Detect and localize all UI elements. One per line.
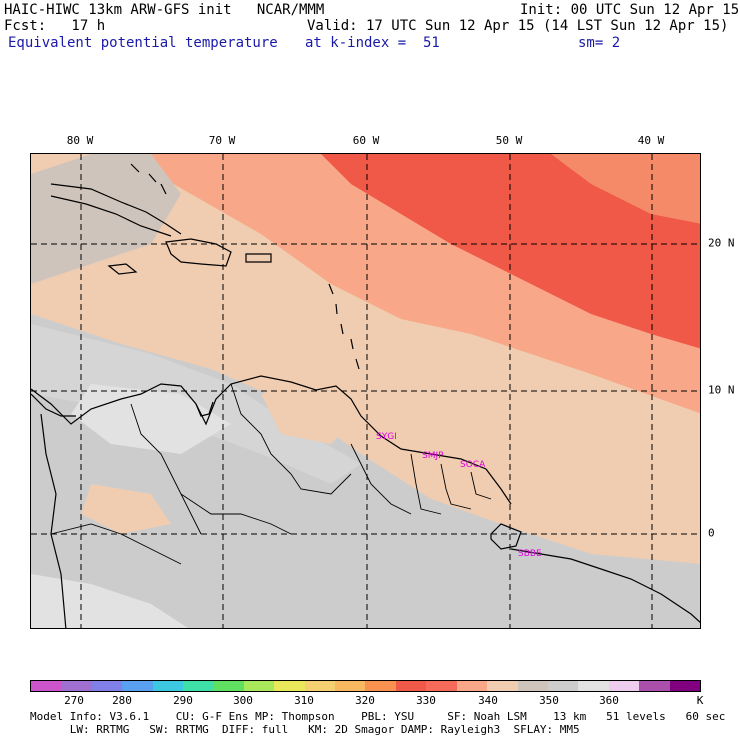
colorbar-swatch (517, 681, 548, 691)
graticule (31, 154, 700, 628)
coastlines (31, 163, 700, 628)
borders (50, 383, 492, 565)
colorbar-label-340: 340 (478, 694, 498, 707)
colorbar-label-330: 330 (416, 694, 436, 707)
colorbar-swatch (547, 681, 579, 691)
field-red (321, 154, 700, 349)
valid-time: Valid: 17 UTC Sun 12 Apr 15 (14 LST Sun … (307, 18, 729, 34)
lat-label-10n: 10 N (708, 383, 735, 397)
colorbar-swatch (608, 681, 640, 691)
init-time: Init: 00 UTC Sun 12 Apr 15 (520, 2, 740, 18)
smoothing: sm= 2 (578, 35, 621, 51)
lon-label-50w: 50 W (495, 134, 523, 147)
colorbar-swatch (31, 681, 62, 691)
lat-label-20n: 20 N (708, 236, 735, 250)
colorbar-swatch (91, 681, 123, 691)
colorbar-label-290: 290 (173, 694, 193, 707)
colorbar-label-320: 320 (355, 694, 375, 707)
colorbar-swatch (456, 681, 488, 691)
station-smjp: SMJP (422, 451, 444, 461)
field-orange (551, 154, 700, 224)
colorbar-swatch (304, 681, 336, 691)
colorbar-swatch (365, 681, 396, 691)
colorbar-swatch (243, 681, 275, 691)
station-soca: SOCA (460, 460, 486, 470)
model-title: HAIC-HIWC 13km ARW-GFS init NCAR/MMM (4, 2, 325, 18)
station-sbbe: SBBE (518, 549, 542, 559)
colorbar (30, 680, 701, 692)
map-panel (30, 153, 701, 629)
level-index: at k-index = 51 (305, 35, 440, 51)
colorbar-label-270: 270 (64, 694, 84, 707)
colorbar-swatch (669, 681, 700, 691)
field-warm-colombia (81, 484, 171, 534)
colorbar-label-360: 360 (599, 694, 619, 707)
colorbar-swatch (395, 681, 427, 691)
colorbar-swatch (487, 681, 518, 691)
colorbar-label-350: 350 (539, 694, 559, 707)
colorbar-swatch (335, 681, 366, 691)
theta-e-map (31, 154, 700, 628)
colorbar-label-280: 280 (112, 694, 132, 707)
station-sygi: SYGI (376, 432, 397, 442)
colorbar-swatch (61, 681, 92, 691)
colorbar-swatch (578, 681, 609, 691)
forecast-hour: Fcst: 17 h (4, 18, 106, 34)
lon-label-60w: 60 W (352, 134, 380, 147)
colorbar-swatch (122, 681, 153, 691)
colorbar-label-300: 300 (233, 694, 253, 707)
model-info-line2: LW: RRTMG SW: RRTMG DIFF: full KM: 2D Sm… (30, 723, 580, 736)
field-white-south (31, 574, 188, 628)
colorbar-swatch (639, 681, 670, 691)
colorbar-swatch (426, 681, 457, 691)
lon-label-70w: 70 W (208, 134, 236, 147)
model-info-line1: Model Info: V3.6.1 CU: G-F Ens MP: Thomp… (30, 710, 726, 723)
colorbar-label-310: 310 (294, 694, 314, 707)
lon-label-40w: 40 W (637, 134, 665, 147)
field-name: Equivalent potential temperature (8, 35, 278, 51)
lat-label-0: 0 (708, 526, 715, 540)
colorbar-swatch (183, 681, 214, 691)
field-warm-venezuela (261, 384, 361, 444)
colorbar-swatch (274, 681, 305, 691)
lon-label-80w: 80 W (66, 134, 94, 147)
colorbar-swatch (213, 681, 244, 691)
colorbar-swatch (152, 681, 184, 691)
field-white-patch (71, 384, 231, 454)
colorbar-unit: K (696, 694, 704, 707)
